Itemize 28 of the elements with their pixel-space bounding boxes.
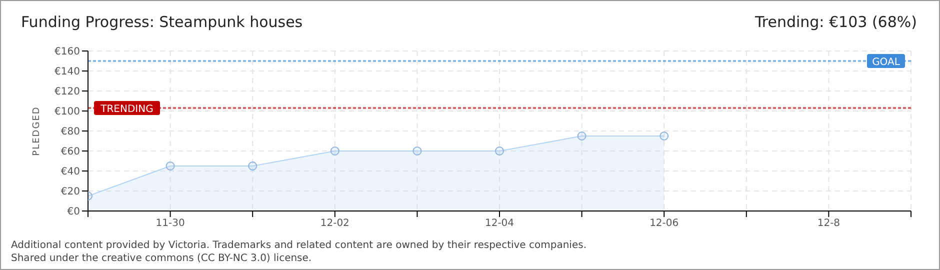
y-tick-label: €20: [60, 186, 80, 198]
point: [412, 146, 422, 156]
y-tick-label: €100: [54, 106, 80, 118]
x-tick-label: 12-02: [320, 218, 350, 230]
point: [660, 132, 669, 140]
text: Shared under the creative commons (CC BY-NC 3.0) license.: [11, 252, 313, 265]
y-axis-title: PLEDGED: [32, 106, 42, 156]
point: [166, 162, 175, 170]
point: [248, 162, 258, 170]
chart-title: Funding Progress: Steampunk houses: [21, 13, 303, 31]
x-tick-label: 12-04: [484, 218, 514, 230]
y-tick-label: €80: [60, 126, 80, 138]
y-tick-label: €60: [60, 146, 80, 158]
ref-line-label: TRENDING: [100, 104, 154, 115]
text: Trending: €103 (68%): [754, 13, 917, 31]
y-tick-label: €120: [54, 86, 80, 98]
x-tick-label: 11-30: [156, 218, 185, 230]
point: [330, 146, 340, 156]
text: Additional content provided by Victoria. Trademarks and related content are owned by their respective companies.: [11, 239, 587, 252]
x-tick-label: 12-8: [817, 218, 840, 230]
ref-line-label: GOAL: [872, 57, 900, 68]
x-tick-label: 12-06: [650, 218, 679, 230]
point: [495, 146, 504, 156]
y-tick-label: €160: [54, 46, 80, 58]
y-tick-label: €140: [54, 66, 80, 78]
y-tick-label: €40: [60, 166, 80, 178]
point: [577, 132, 586, 140]
y-tick-label: €0: [67, 206, 80, 218]
